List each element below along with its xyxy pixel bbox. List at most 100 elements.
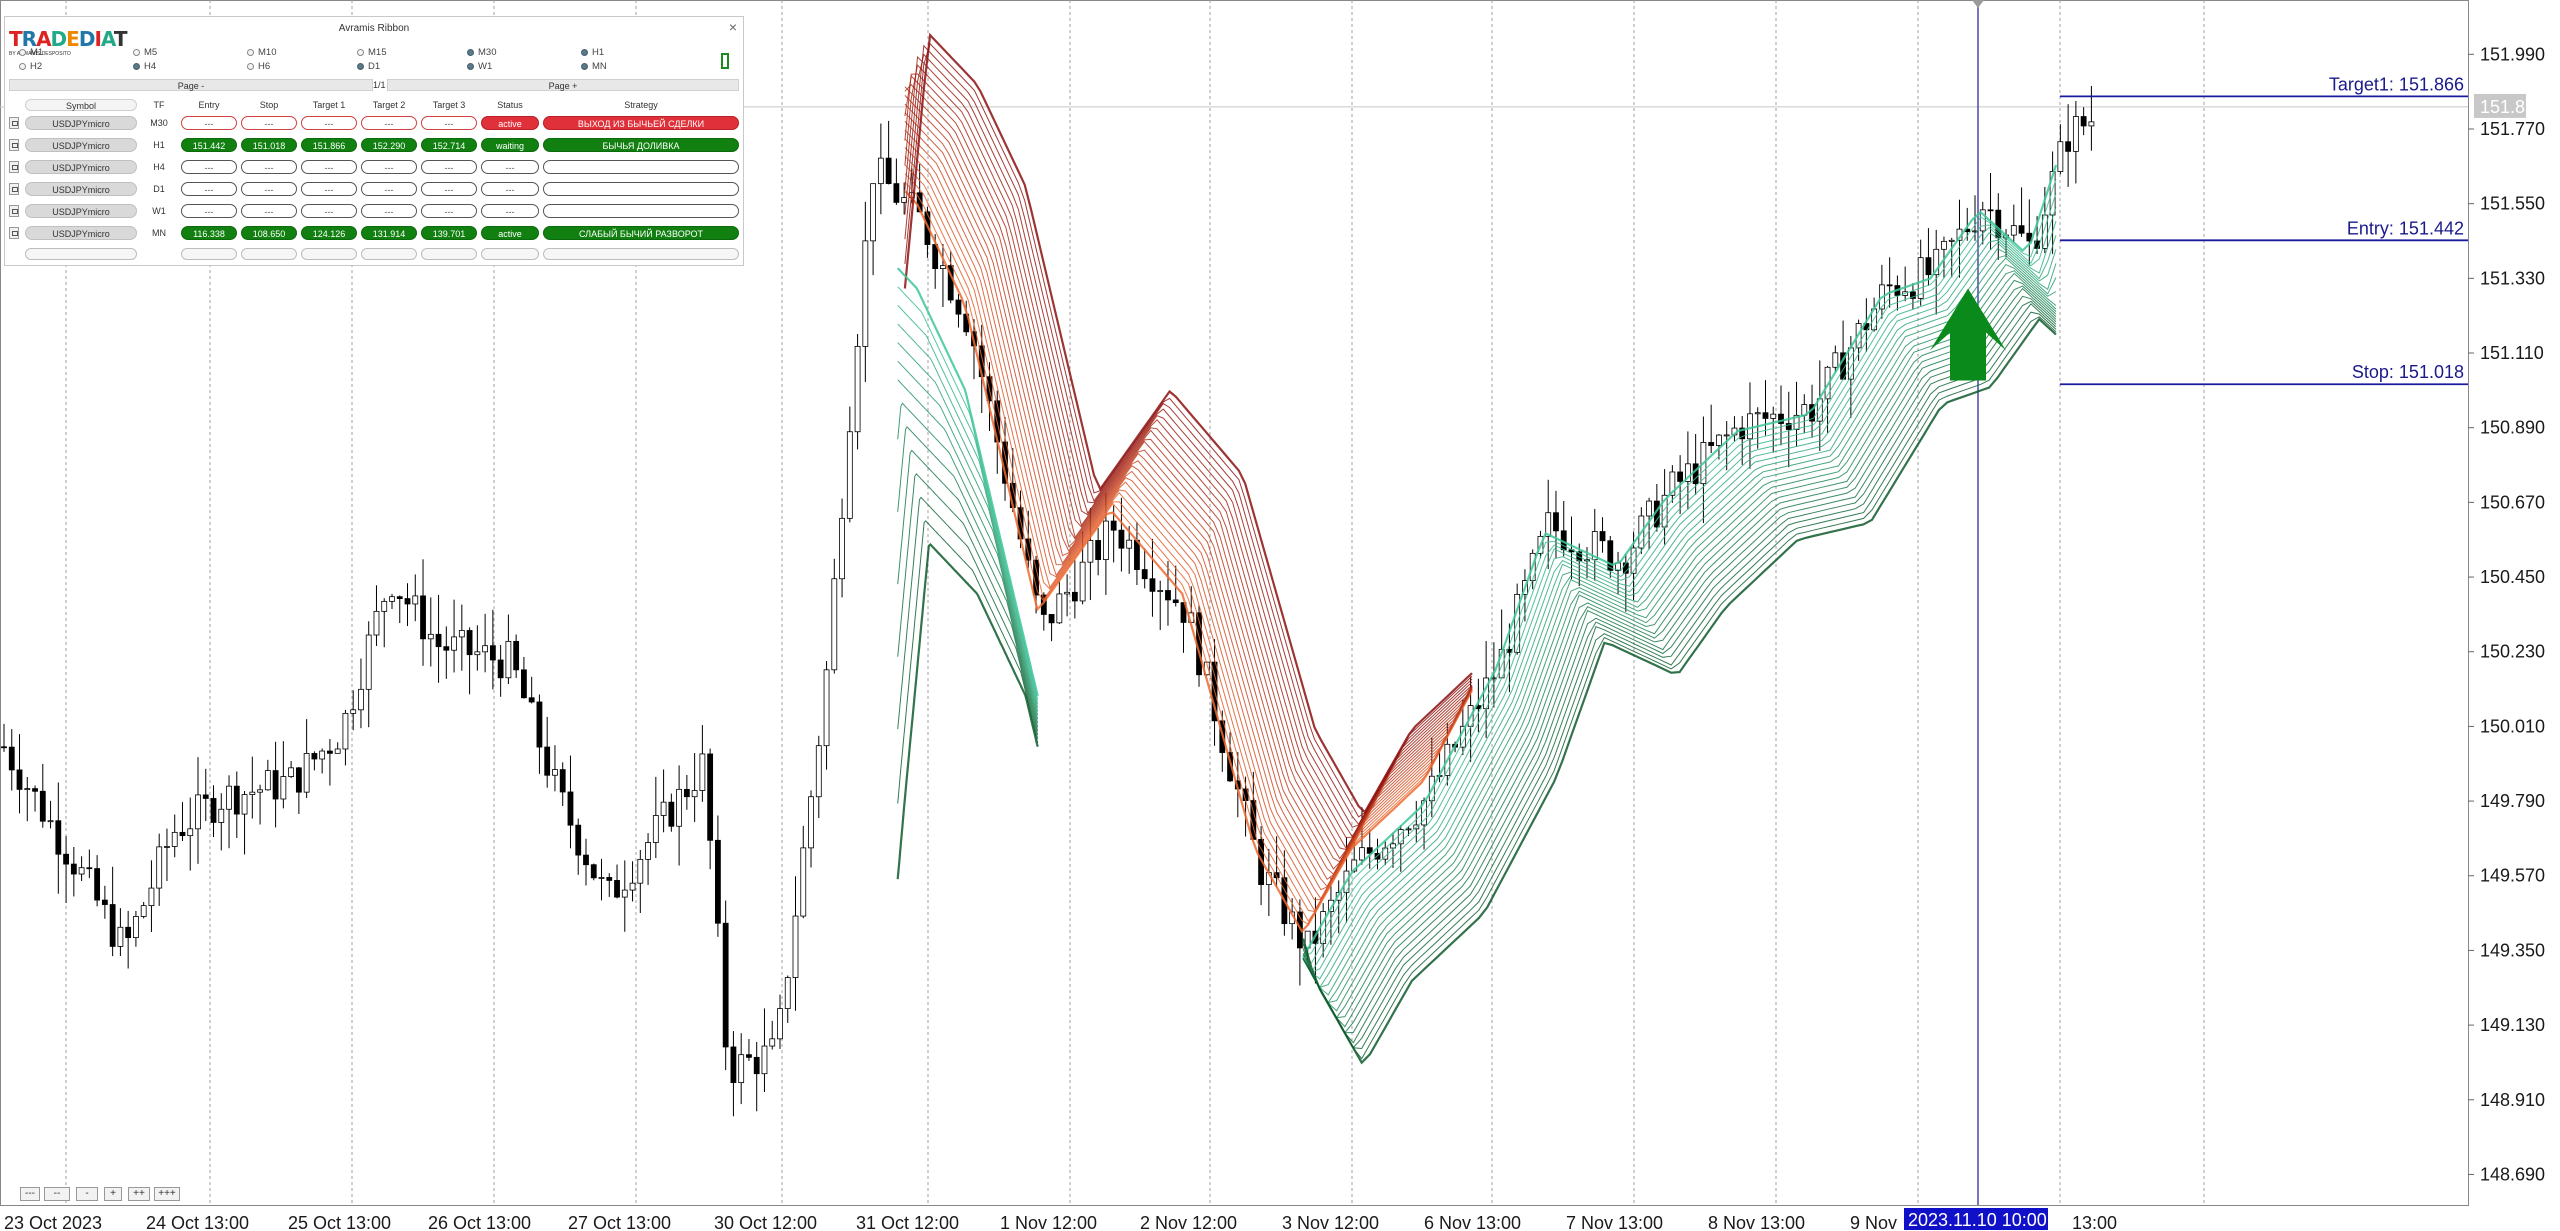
radio-icon[interactable] [581, 63, 588, 70]
bull-ribbon-line [1302, 287, 2057, 1034]
tf-radio-w1[interactable]: W1 [467, 61, 492, 72]
open-chart-icon[interactable] [9, 183, 19, 195]
radio-icon[interactable] [19, 49, 26, 56]
col-header-status: Status [497, 100, 523, 110]
tf-radio-m30[interactable]: M30 [467, 47, 496, 58]
tf-radio-m10[interactable]: M10 [247, 47, 276, 58]
candle-body [117, 926, 124, 947]
tf-label: M15 [368, 47, 387, 58]
cell-t2: 131.914 [361, 226, 417, 240]
tf-radio-h4[interactable]: H4 [133, 61, 156, 72]
price-axis-label: 150.890 [2480, 418, 2545, 438]
tf-radio-mn[interactable]: MN [581, 61, 607, 72]
candle-body [404, 598, 411, 605]
candle-body [140, 905, 147, 917]
candle-body [148, 887, 155, 907]
candle-body [1390, 843, 1396, 849]
cell-entry: --- [181, 160, 237, 174]
nav-button-0[interactable]: --- [20, 1187, 40, 1201]
open-chart-icon[interactable] [9, 227, 19, 239]
nav-button-1[interactable]: -- [44, 1187, 70, 1201]
bear-ribbon-line [904, 129, 1473, 891]
candle-body [839, 517, 845, 580]
price-axis-label: 150.450 [2480, 567, 2545, 587]
cell-symbol[interactable]: USDJPYmicro [25, 138, 137, 152]
tf-radio-h1[interactable]: H1 [581, 47, 604, 58]
close-icon[interactable]: × [728, 19, 737, 35]
candle-body [893, 183, 900, 203]
cell-symbol[interactable]: USDJPYmicro [25, 204, 137, 218]
nav-button-4[interactable]: ++ [128, 1187, 150, 1201]
tf-radio-m15[interactable]: M15 [357, 47, 386, 58]
bear-ribbon-line [904, 181, 1473, 925]
candle-body [1405, 828, 1412, 831]
table-row: USDJPYmicro H1 151.442 151.018 151.866 152.29… [5, 137, 743, 153]
candle-body [241, 794, 248, 815]
radio-icon[interactable] [467, 63, 474, 70]
candle-body [1692, 463, 1699, 485]
candle-body [1723, 434, 1730, 437]
candle-body [691, 790, 698, 798]
col-header-strategy: Strategy [624, 100, 658, 110]
radio-icon[interactable] [247, 63, 254, 70]
radio-icon[interactable] [581, 49, 588, 56]
page-prev-button[interactable]: Page - [9, 79, 373, 91]
cell-t1: --- [301, 160, 357, 174]
candle-body [1157, 590, 1164, 592]
radio-icon[interactable] [133, 63, 140, 70]
open-chart-icon[interactable] [9, 139, 19, 151]
nav-button-3[interactable]: + [104, 1187, 122, 1201]
radio-icon[interactable] [467, 49, 474, 56]
radio-icon[interactable] [357, 49, 364, 56]
candle-body [16, 769, 23, 790]
table-row: USDJPYmicro H4 --- --- --- --- --- --- [5, 159, 743, 175]
tf-radio-m1[interactable]: M1 [19, 47, 43, 58]
cell-symbol[interactable]: USDJPYmicro [25, 182, 137, 196]
candle-body [1739, 427, 1746, 440]
tf-radio-d1[interactable]: D1 [357, 61, 380, 72]
tf-radio-h6[interactable]: H6 [247, 61, 270, 72]
candle-body [769, 1038, 776, 1047]
candle-body [955, 299, 962, 315]
nav-button-5[interactable]: +++ [154, 1187, 180, 1201]
candle-body [1754, 412, 1761, 415]
bull-ribbon-line [1302, 164, 2058, 958]
open-chart-icon[interactable] [9, 161, 19, 173]
open-chart-icon[interactable] [9, 205, 19, 217]
tf-label: MN [592, 61, 607, 72]
bear-ribbon-line [904, 147, 1473, 901]
time-axis-label: 2 Nov 12:00 [1140, 1213, 1237, 1231]
candle-body [497, 659, 504, 679]
candle-body [621, 889, 628, 898]
tf-radio-m5[interactable]: M5 [133, 47, 157, 58]
open-chart-icon[interactable] [9, 117, 19, 129]
tf-radio-h2[interactable]: H2 [19, 61, 42, 72]
cell-t2: --- [361, 116, 417, 130]
candle-body [295, 767, 302, 793]
radio-icon[interactable] [357, 63, 364, 70]
nav-button-2[interactable]: - [76, 1187, 98, 1201]
time-axis-label: 26 Oct 13:00 [428, 1213, 531, 1231]
candle-body [86, 867, 93, 870]
candle-body [272, 770, 279, 800]
candle-body [396, 596, 403, 599]
radio-icon[interactable] [133, 49, 140, 56]
crosshair-time-box [1904, 1208, 2048, 1230]
radio-icon[interactable] [247, 49, 254, 56]
level-label-stop: Stop: 151.018 [2352, 362, 2464, 382]
level-label-entry: Entry: 151.442 [2347, 218, 2464, 238]
bull-ribbon-line [1302, 263, 2057, 1004]
candle-body [528, 697, 535, 703]
candle-body [2057, 141, 2064, 172]
cell-symbol[interactable]: USDJPYmicro [25, 226, 137, 240]
candle-body [466, 630, 473, 656]
candle-body [443, 646, 450, 651]
page-next-button[interactable]: Page + [387, 79, 739, 91]
cell-symbol[interactable]: USDJPYmicro [25, 116, 137, 130]
cell-status: active [481, 116, 539, 130]
bull-ribbon-line [897, 425, 1039, 728]
cell-symbol[interactable]: USDJPYmicro [25, 160, 137, 174]
radio-icon[interactable] [19, 63, 26, 70]
cell-strategy [543, 182, 739, 196]
bull-ribbon-line [897, 449, 1039, 732]
